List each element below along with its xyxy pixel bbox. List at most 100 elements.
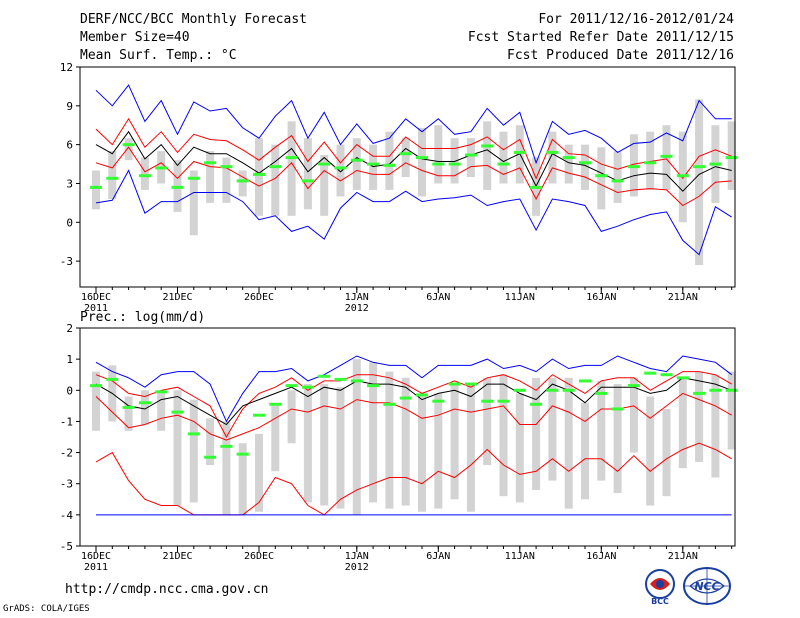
precipitation-marker-4	[155, 390, 168, 394]
precipitation-box-32	[613, 384, 622, 494]
precipitation-marker-2	[122, 405, 135, 409]
temperature-marker-10	[253, 172, 265, 176]
temperature-marker-12	[285, 156, 298, 160]
precipitation-xtick-label-1: 21DEC	[162, 551, 192, 562]
precipitation-box-2	[124, 396, 133, 431]
temperature-box-14	[320, 155, 329, 216]
temperature-ytick-label-1: 9	[66, 100, 73, 113]
temperature-box-28	[548, 131, 557, 184]
temperature-box-2	[124, 138, 133, 161]
temperature-marker-5	[171, 185, 184, 189]
precipitation-box-5	[173, 390, 182, 506]
precipitation-ytick-label-4: -2	[60, 447, 73, 460]
precipitation-box-12	[287, 390, 296, 444]
temperature-marker-39	[725, 156, 738, 160]
precipitation-marker-21	[432, 399, 445, 403]
temperature-xtick-label-0: 16DEC	[81, 292, 111, 303]
forecast-period: For 2011/12/16-2012/01/24	[538, 12, 734, 27]
temperature-marker-28	[546, 150, 559, 154]
temperature-marker-30	[579, 161, 591, 165]
precipitation-marker-27	[530, 402, 543, 406]
temperature-marker-37	[693, 165, 706, 169]
precipitation-marker-9	[236, 452, 249, 456]
temperature-xtick-label-1: 21DEC	[162, 292, 192, 303]
precipitation-marker-1	[106, 377, 119, 381]
temperature-box-9	[238, 170, 247, 197]
precipitation-xtick-label-6: 16JAN	[586, 551, 616, 562]
precipitation-box-4	[157, 393, 166, 431]
temperature-marker-33	[627, 165, 640, 169]
precipitation-line-mean	[95, 377, 732, 426]
temperature-xtick-sub-3: 2012	[345, 303, 369, 314]
precipitation-xtick-label-4: 6JAN	[426, 551, 450, 562]
precipitation-marker-17	[367, 384, 380, 388]
precipitation-box-3	[140, 390, 149, 425]
precipitation-marker-3	[138, 401, 151, 405]
temperature-marker-31	[595, 174, 608, 178]
temperature-marker-34	[644, 161, 657, 165]
precipitation-marker-30	[579, 379, 591, 383]
temperature-box-37	[695, 99, 704, 266]
precipitation-marker-12	[285, 384, 298, 388]
precipitation-xtick-label-7: 21JAN	[668, 551, 698, 562]
temperature-marker-16	[350, 158, 363, 162]
temperature-marker-6	[187, 176, 200, 180]
temperature-box-7	[206, 151, 215, 203]
temperature-ytick-label-3: 3	[66, 177, 73, 190]
precipitation-ytick-label-5: -3	[60, 478, 73, 491]
precipitation-marker-33	[627, 384, 640, 388]
precipitation-marker-26	[513, 388, 526, 392]
temperature-marker-23	[464, 153, 477, 157]
precipitation-marker-8	[220, 444, 233, 448]
temperature-marker-9	[236, 179, 249, 183]
precipitation-xtick-label-0: 16DEC	[81, 551, 111, 562]
precipitation-box-15	[336, 387, 345, 509]
temperature-marker-29	[562, 156, 575, 160]
temperature-marker-15	[334, 166, 347, 170]
grads-credit: GrADS: COLA/IGES	[3, 604, 90, 614]
precipitation-ytick-label-1: 1	[66, 353, 73, 366]
precipitation-box-21	[434, 393, 443, 509]
bcc-logo: BCC	[645, 569, 675, 606]
temperature-ytick-label-2: 6	[66, 139, 73, 152]
temperature-marker-8	[220, 165, 233, 169]
temperature-box-16	[352, 138, 361, 190]
precipitation-ytick-label-7: -5	[60, 540, 73, 553]
precipitation-xtick-label-5: 11JAN	[505, 551, 535, 562]
temperature-xtick-label-2: 26DEC	[244, 292, 274, 303]
precipitation-marker-6	[187, 432, 200, 436]
temperature-marker-17	[367, 162, 380, 166]
temperature-marker-35	[660, 154, 673, 158]
precipitation-line-lower	[95, 392, 732, 441]
precipitation-line-upper	[95, 371, 732, 439]
precipitation-box-19	[401, 377, 410, 506]
temperature-marker-27	[530, 185, 543, 189]
precipitation-box-18	[385, 371, 394, 509]
chart-title: DERF/NCC/BCC Monthly Forecast	[80, 12, 307, 27]
precipitation-ytick-label-2: 0	[66, 384, 73, 397]
bcc-logo-text: BCC	[651, 597, 669, 606]
precipitation-box-16	[352, 359, 361, 515]
temperature-box-12	[287, 121, 296, 216]
temperature-box-24	[483, 121, 492, 190]
temperature-box-21	[434, 125, 443, 184]
precipitation-marker-36	[676, 376, 689, 380]
temperature-line-lower	[95, 146, 732, 207]
precipitation-box-26	[515, 393, 524, 503]
precipitation-box-30	[581, 402, 589, 500]
precipitation-marker-29	[562, 388, 575, 392]
temperature-box-22	[450, 138, 459, 184]
temperature-xtick-label-3: 1JAN	[345, 292, 369, 303]
temperature-marker-11	[269, 165, 282, 169]
temperature-marker-38	[709, 162, 722, 166]
temperature-box-15	[336, 144, 345, 197]
precipitation-xtick-label-2: 26DEC	[244, 551, 274, 562]
temperature-marker-4	[155, 166, 168, 170]
precipitation-marker-35	[660, 373, 673, 377]
temperature-ytick-label-5: -3	[60, 255, 73, 268]
precipitation-box-22	[450, 384, 459, 500]
precipitation-box-8	[222, 421, 231, 515]
source-url[interactable]: http://cmdp.ncc.cma.gov.cn	[65, 582, 269, 597]
